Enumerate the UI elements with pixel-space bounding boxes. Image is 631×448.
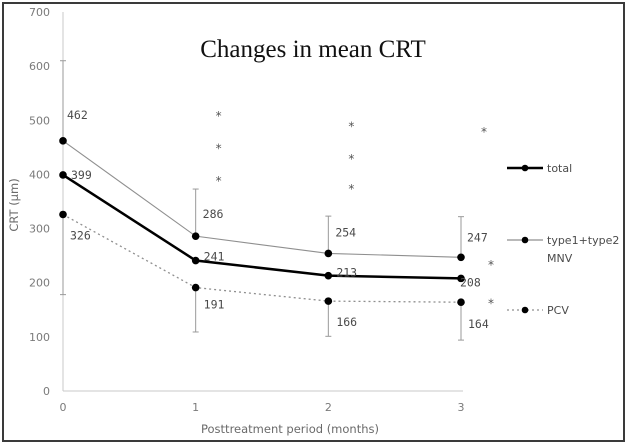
data-label-total: 399 [71,168,92,182]
chart-frame [2,2,625,442]
chart-axes: 0 100 200 300 400 500 600 700 0 1 2 3 [29,6,465,414]
data-point-total [59,171,67,179]
significance-markers: * * * * * * * * * [216,109,494,311]
data-point-pcv [324,297,333,305]
x-axis-label: Posttreatment period (months) [201,422,379,436]
y-tick-label: 0 [43,385,50,398]
data-point-type1-type2-mnv [191,232,200,240]
series-line-pcv [62,213,462,303]
significance-marker: * [216,174,222,188]
significance-marker: * [481,125,487,139]
x-tick-label: 1 [192,401,199,414]
y-tick-label: 600 [29,60,50,73]
data-label-type1-type2-mnv: 462 [67,108,88,122]
y-tick-label: 100 [29,331,50,344]
legend-label: total [547,162,572,175]
legend-label: type1+type2 [547,234,619,247]
chart-title: Changes in mean CRT [200,36,426,63]
significance-marker: * [348,182,354,196]
data-point-total [324,271,333,280]
data-label-total: 241 [204,250,225,264]
data-point-type1-type2-mnv [457,253,465,262]
y-tick-label: 500 [29,114,50,127]
y-tick-label: 700 [29,6,50,19]
x-tick-label: 0 [60,401,67,414]
y-tick-label: 200 [29,277,50,290]
y-axis-label: CRT (μm) [7,178,21,231]
data-label-pcv: 166 [336,315,357,329]
series-points [59,137,465,307]
data-point-total [457,274,465,283]
legend-label: MNV [547,252,573,265]
y-tick-label: 300 [29,223,50,236]
data-label-total: 213 [336,266,357,280]
data-label-pcv: 191 [204,298,225,312]
x-tick-label: 3 [458,401,465,414]
data-label-pcv: 326 [70,228,91,242]
legend-label: PCV [547,304,569,317]
x-tick-label: 2 [325,401,332,414]
series-line-total [62,173,462,280]
y-tick-label: 400 [29,168,50,181]
data-label-pcv: 164 [468,317,489,331]
data-labels: 462 286 254 247 399 241 213 208 326 191 166 164 [67,108,489,331]
legend-swatch-marker [521,236,529,244]
error-bars [60,60,464,341]
chart-legend: total type1+type2 MNV PCV [507,162,619,317]
significance-marker: * [488,258,494,272]
legend-swatch-marker [521,306,529,314]
significance-marker: * [348,120,354,134]
data-label-total: 208 [460,275,481,289]
legend-item-pcv: PCV [507,304,569,317]
legend-swatch-marker [521,164,529,172]
data-label-type1-type2-mnv: 247 [467,230,488,244]
legend-item-total: total [507,162,572,175]
significance-marker: * [216,109,222,123]
significance-marker: * [348,152,354,166]
data-point-pcv [191,283,200,292]
legend-item-type1-type2-mnv: type1+type2 MNV [507,234,619,265]
data-point-total [191,256,200,265]
data-point-type1-type2-mnv [59,137,67,145]
significance-marker: * [488,297,494,311]
data-point-pcv [457,298,465,307]
series-lines [62,140,462,303]
data-point-pcv [59,210,67,219]
data-label-type1-type2-mnv: 286 [203,207,224,221]
series-line-type1-type2-mnv [62,140,462,258]
data-point-type1-type2-mnv [324,249,333,258]
data-label-type1-type2-mnv: 254 [335,225,356,239]
significance-marker: * [216,141,222,155]
